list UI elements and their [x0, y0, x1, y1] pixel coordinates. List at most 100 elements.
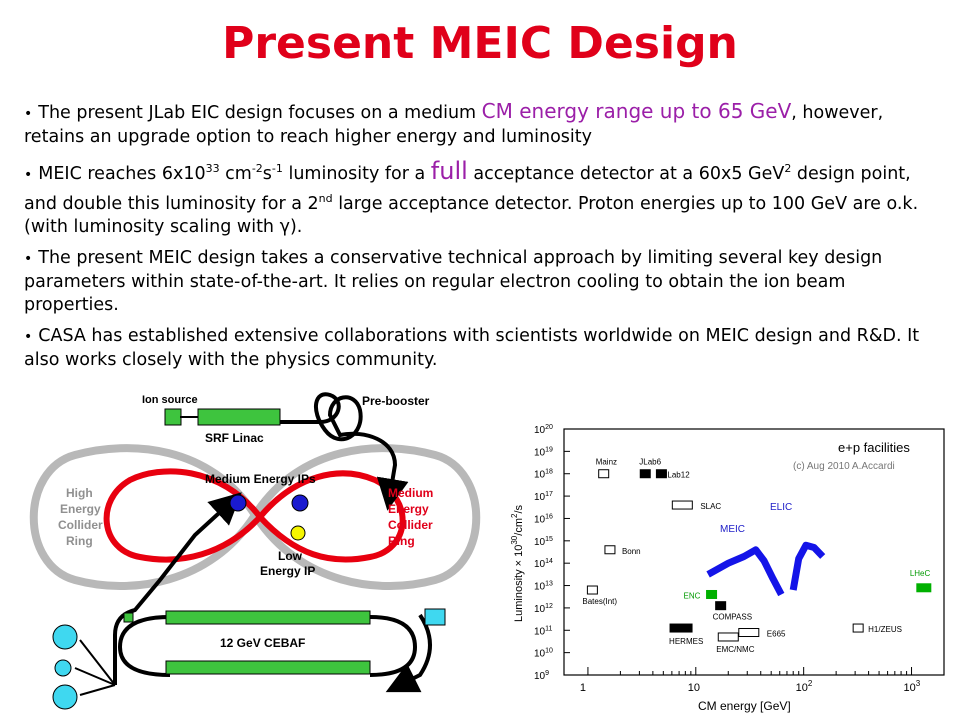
x-tick-base: 10	[904, 682, 916, 694]
bullet-2-text: MEIC reaches 6x10	[38, 163, 206, 184]
facility-label: Bonn	[622, 547, 641, 556]
y-tick-exp: 13	[545, 581, 553, 588]
bullet-dot: •	[24, 166, 33, 183]
low-ip-dot	[290, 525, 306, 541]
y-tick-label: 1019	[534, 446, 553, 458]
y-tick-exp: 9	[545, 670, 549, 677]
facility-label: JLab12	[663, 471, 690, 480]
bullet-dot: •	[24, 328, 33, 345]
cebaf-injector-box	[123, 612, 134, 623]
bullet-2-text: design point, and double this luminosity…	[24, 163, 911, 214]
y-axis-label: Luminosity × 1030/cm2/s	[510, 504, 525, 622]
facility-label: LHeC	[910, 569, 931, 578]
facility-marker	[639, 469, 651, 479]
luminosity-plot: 1091010101110121013101410151016101710181…	[510, 424, 945, 713]
y-tick-base: 10	[534, 582, 546, 593]
facility-marker	[655, 469, 667, 479]
facility-label: H1/ZEUS	[868, 625, 902, 634]
y-tick-label: 1011	[534, 625, 552, 637]
plot-frame	[563, 428, 945, 676]
bullet-2-text: cm	[219, 163, 252, 184]
y-tick-label: 1014	[534, 558, 553, 570]
end-station-lines	[74, 639, 116, 696]
x-tick-label: 103	[904, 679, 921, 694]
pre-booster-label: Pre-booster	[362, 394, 430, 408]
bullet-2-exp: -2	[251, 162, 263, 175]
x-tick-label: 10	[688, 682, 700, 694]
y-tick-base: 10	[534, 514, 546, 525]
facility-marker	[717, 632, 739, 642]
cebaf-linac-top	[165, 610, 371, 625]
bullet-2-exp: 2	[784, 162, 792, 175]
y-tick-group: 1091010101110121013101410151016101710181…	[534, 424, 570, 682]
low-ip-label-1: Low	[278, 549, 303, 563]
bullet-3-text: The present MEIC design takes a conserva…	[24, 247, 883, 315]
y-tick-exp: 16	[545, 513, 553, 520]
facility-label: Bates(Int)	[582, 597, 617, 606]
med-ring-label-2: Energy	[388, 502, 429, 516]
medium-energy-ips-label: Medium Energy IPs	[205, 472, 316, 486]
y-tick-base: 10	[534, 537, 546, 548]
ion-source-box	[164, 408, 182, 426]
y-tick-label: 1016	[534, 513, 553, 525]
x-axis-label-text: CM energy [GeV]	[698, 699, 791, 713]
y-tick-exp: 11	[545, 625, 552, 632]
facility-marker	[715, 601, 727, 611]
med-ring-label-4: Ring	[388, 534, 415, 548]
y-tick-exp: 14	[545, 558, 553, 565]
ip-dot-right	[291, 494, 309, 512]
srf-linac-label: SRF Linac	[205, 431, 264, 445]
x-tick-group: 1 10 102 103	[580, 667, 921, 694]
facility-marker	[671, 500, 693, 510]
facility-marker	[852, 623, 864, 633]
facility-label: SLAC	[700, 502, 721, 511]
facility-label: COMPASS	[713, 613, 752, 622]
pre-booster-path	[280, 392, 409, 511]
elic-curve	[789, 541, 826, 591]
bullet-4-text: CASA has established extensive collabora…	[24, 325, 920, 370]
cebaf-cyan-box	[424, 608, 446, 626]
x-tick-label: 102	[796, 679, 813, 694]
cebaf-loop-left	[117, 615, 171, 677]
bullet-2-text: acceptance detector at a 60x5 GeV	[467, 163, 785, 184]
y-tick-base: 10	[534, 559, 546, 570]
x-tick-exp: 3	[916, 679, 921, 688]
cebaf-return-path	[385, 613, 432, 693]
y-tick-base: 10	[534, 447, 546, 458]
facility-marker	[598, 469, 610, 479]
end-station-c	[52, 684, 78, 710]
y-tick-base: 10	[534, 492, 546, 503]
facility-label: E665	[767, 630, 786, 639]
meic-layout-diagram: Ion source SRF Linac Pre-booster Medium …	[29, 392, 481, 710]
bullet-2-exp: nd	[318, 191, 333, 205]
x-tick-exp: 2	[808, 679, 813, 688]
y-axis-label-c: /s	[513, 504, 525, 513]
facility-label: EMC/NMC	[716, 645, 754, 654]
y-tick-base: 10	[534, 470, 546, 481]
y-tick-exp: 10	[545, 648, 553, 655]
y-tick-exp: 12	[545, 603, 553, 610]
facility-marker	[669, 623, 693, 633]
end-station-a	[52, 624, 78, 650]
y-tick-label: 1015	[534, 536, 553, 548]
bullet-2: • MEIC reaches 6x1033 cm-2s-1 luminosity …	[24, 157, 944, 239]
y-axis-label-exp2: 2	[510, 513, 519, 518]
x-tick-label: 1	[580, 682, 586, 694]
facility-label: HERMES	[669, 637, 703, 646]
cebaf-loop-right	[369, 615, 418, 677]
facility-marker	[706, 589, 718, 599]
bullet-2-text: ).	[289, 216, 303, 237]
y-tick-exp: 17	[545, 491, 553, 498]
gamma-symbol: γ	[279, 216, 290, 237]
y-tick-base: 10	[534, 649, 546, 660]
y-tick-base: 10	[534, 626, 546, 637]
bullet-1: • The present JLab EIC design focuses on …	[24, 100, 944, 149]
y-tick-label: 109	[534, 670, 549, 682]
y-tick-base: 10	[534, 425, 546, 436]
x-tick-base: 10	[688, 682, 700, 694]
plot-title: e+p facilities	[838, 440, 910, 455]
bullet-1-highlight: CM energy range up to 65 GeV	[481, 99, 792, 123]
meic-curve	[706, 546, 785, 597]
cebaf-linac-bottom	[165, 660, 371, 675]
